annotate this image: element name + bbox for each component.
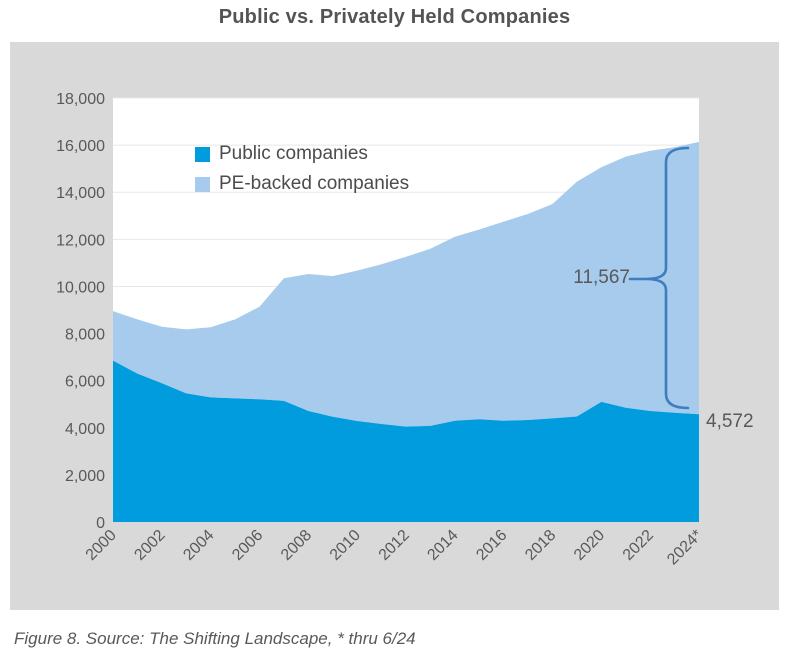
x-axis-tick-label: 2020 xyxy=(571,527,608,564)
x-axis-tick-label: 2006 xyxy=(229,527,266,564)
x-axis-tick-label: 2010 xyxy=(327,527,364,564)
chart-legend: Public companies PE-backed companies xyxy=(195,139,409,199)
y-axis-tick-label: 6,000 xyxy=(65,374,105,391)
y-axis-tick-label: 2,000 xyxy=(65,468,105,485)
legend-item-pe-backed-companies: PE-backed companies xyxy=(195,169,409,199)
page-title: Public vs. Privately Held Companies xyxy=(218,6,571,28)
legend-label: Public companies xyxy=(219,143,368,164)
y-axis-tick-label: 14,000 xyxy=(56,185,105,202)
x-axis-tick-label: 2008 xyxy=(278,527,315,564)
legend-item-public-companies: Public companies xyxy=(195,139,409,169)
figure-caption: Figure 8. Source: The Shifting Landscape… xyxy=(14,629,416,648)
x-axis-tick-label: 2014 xyxy=(424,527,461,564)
x-axis-tick-label: 2018 xyxy=(522,527,559,564)
pe-gap-annotation: 11,567 xyxy=(573,267,630,288)
y-axis-tick-label: 0 xyxy=(96,515,105,532)
x-axis-tick-label: 2002 xyxy=(131,527,168,564)
pe-backed-companies-area xyxy=(113,141,699,427)
x-axis-tick-label: 2000 xyxy=(83,527,120,564)
pe-backed-companies-swatch xyxy=(195,176,210,192)
x-axis-tick-label: 2012 xyxy=(376,527,413,564)
chart-panel: 0 2,000 4,000 6,000 8,000 10,000 12,000 14,000 1… xyxy=(10,42,779,610)
y-axis-tick-label: 10,000 xyxy=(56,279,105,296)
x-axis-tick-label: 2016 xyxy=(473,527,510,564)
public-latest-annotation: 4,572 xyxy=(706,411,754,432)
stacked-area-chart: 0 2,000 4,000 6,000 8,000 10,000 12,000 14,000 1… xyxy=(56,91,706,569)
y-axis-tick-label: 18,000 xyxy=(56,91,105,108)
y-axis-tick-label: 16,000 xyxy=(56,138,105,155)
public-companies-swatch xyxy=(195,146,210,162)
y-axis-tick-label: 12,000 xyxy=(56,232,105,249)
x-axis-tick-label: 2004 xyxy=(180,527,217,564)
x-axis-tick-label: 2024* xyxy=(664,527,706,569)
public-companies-area xyxy=(113,360,699,522)
x-axis-tick-label: 2022 xyxy=(620,527,657,564)
y-axis-tick-label: 4,000 xyxy=(65,421,105,438)
y-axis-tick-label: 8,000 xyxy=(65,327,105,344)
legend-label: PE-backed companies xyxy=(219,173,410,194)
